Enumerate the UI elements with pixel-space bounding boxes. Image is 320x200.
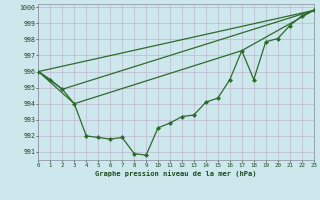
X-axis label: Graphe pression niveau de la mer (hPa): Graphe pression niveau de la mer (hPa) bbox=[95, 170, 257, 177]
